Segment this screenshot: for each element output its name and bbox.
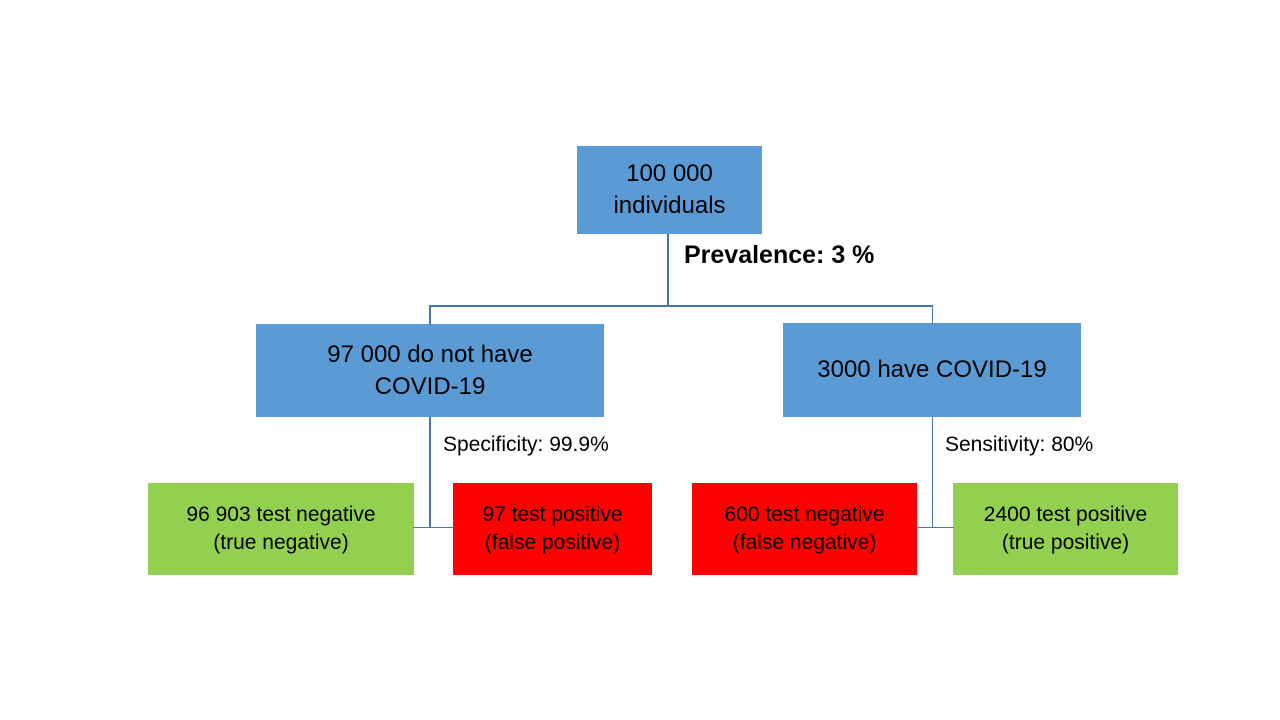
node-no-covid-line2: COVID-19 bbox=[374, 372, 486, 400]
node-have-covid-line1: 3000 have COVID-19 bbox=[817, 356, 1047, 383]
sensitivity-label: Sensitivity: 80% bbox=[945, 433, 1094, 456]
prevalence-label: Prevalence: 3 % bbox=[684, 241, 875, 269]
connector-right-branch-stub bbox=[931, 305, 933, 324]
connector-left-bottom-horizontal bbox=[413, 526, 454, 528]
connector-left-test-drop bbox=[429, 417, 431, 528]
node-no-covid-line1: 97 000 do not have bbox=[327, 340, 533, 368]
node-have-covid: 3000 have COVID-19 bbox=[783, 323, 1081, 417]
node-true-positive-line1: 2400 test positive bbox=[983, 503, 1148, 526]
connector-root-drop bbox=[667, 234, 669, 306]
node-total-population: 100 000 individuals bbox=[577, 146, 762, 234]
node-no-covid: 97 000 do not have COVID-19 bbox=[256, 324, 604, 417]
node-true-negative-line1: 96 903 test negative bbox=[186, 503, 376, 526]
node-total-population-line1: 100 000 bbox=[626, 160, 713, 187]
node-false-positive-line1: 97 test positive bbox=[482, 503, 623, 526]
node-false-negative-line2: (false negative) bbox=[732, 531, 877, 554]
connector-right-test-drop bbox=[931, 417, 933, 528]
node-true-positive: 2400 test positive (true positive) bbox=[953, 483, 1178, 575]
node-false-positive-line2: (false positive) bbox=[484, 531, 621, 554]
node-true-negative: 96 903 test negative (true negative) bbox=[148, 483, 414, 575]
connector-right-bottom-horizontal bbox=[916, 526, 954, 528]
node-false-negative-line1: 600 test negative bbox=[724, 503, 885, 526]
node-false-negative: 600 test negative (false negative) bbox=[692, 483, 917, 575]
node-true-positive-line2: (true positive) bbox=[1001, 531, 1130, 554]
specificity-label: Specificity: 99.9% bbox=[443, 433, 609, 456]
connector-main-horizontal bbox=[429, 305, 933, 307]
node-false-positive: 97 test positive (false positive) bbox=[453, 483, 652, 575]
connector-left-branch-stub bbox=[429, 305, 431, 325]
node-true-negative-line2: (true negative) bbox=[213, 531, 349, 554]
node-total-population-line2: individuals bbox=[613, 192, 726, 219]
